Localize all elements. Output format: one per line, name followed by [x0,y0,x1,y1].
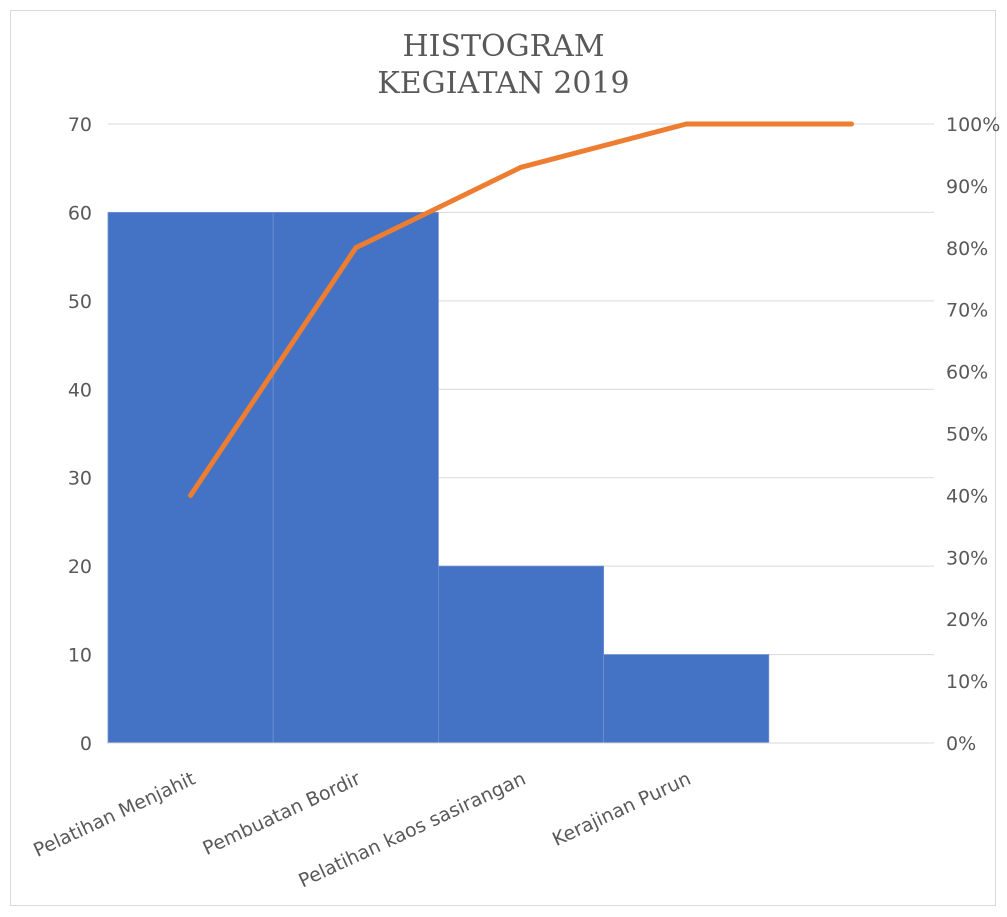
right-tick-label-0: 0% [946,733,976,755]
bar-2 [437,565,604,744]
cumulative-line-series [188,121,854,498]
right-tick-label-9: 90% [946,176,988,198]
chart-title-line-1: HISTOGRAM [402,29,604,64]
right-tick-label-6: 60% [946,362,988,384]
cumulative-point-1 [353,245,359,251]
left-tick-label-5: 50 [68,291,92,313]
left-tick-label-6: 60 [68,202,92,224]
left-tick-label-0: 0 [80,733,92,755]
left-tick-label-4: 40 [68,379,92,401]
left-tick-label-3: 30 [68,468,92,490]
cumulative-point-0 [188,492,194,498]
cumulative-point-3 [683,121,689,127]
right-tick-label-3: 30% [946,547,988,569]
left-tick-label-7: 70 [68,114,92,136]
cumulative-point-2 [518,164,524,170]
bar-1 [272,212,439,744]
right-tick-label-10: 100% [946,114,1000,136]
left-tick-label-2: 20 [68,556,92,578]
bar-3 [603,654,770,744]
right-tick-label-7: 70% [946,300,988,322]
right-tick-label-8: 80% [946,238,988,260]
right-tick-label-5: 50% [946,424,988,446]
chart-title-line-2: KEGIATAN 2019 [377,66,629,101]
bar-series [107,212,770,744]
cumulative-point-4 [848,121,854,127]
right-tick-label-2: 20% [946,609,988,631]
bar-0 [107,212,274,744]
right-tick-label-1: 10% [946,671,988,693]
left-tick-label-1: 10 [68,645,92,667]
right-axis: 0% 10% 20% 30% 40% 50% 60% 70% 80% 90% 100% [946,114,1000,755]
right-tick-label-4: 40% [946,485,988,507]
category-label-0: Pelatihan Menjahit [30,768,199,862]
left-axis: 0 10 20 30 40 50 60 70 [68,114,92,755]
category-label-1: Pembuatan Bordir [199,768,364,860]
category-label-3: Kerajinan Purun [549,768,694,851]
x-axis: Pelatihan Menjahit Pembuatan BordirPelati… [30,742,934,892]
